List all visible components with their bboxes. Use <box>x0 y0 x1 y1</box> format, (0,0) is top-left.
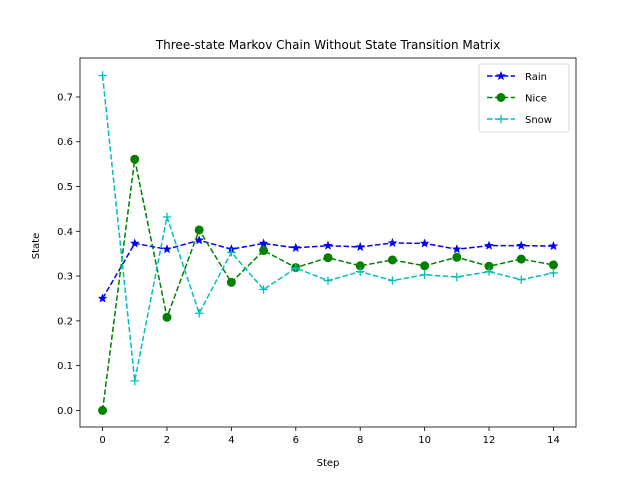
data-point-rain <box>548 241 559 251</box>
y-tick-label: 0.0 <box>57 406 73 417</box>
data-point-snow <box>420 270 429 279</box>
y-tick-label: 0.2 <box>57 316 73 327</box>
data-point-rain <box>291 242 301 252</box>
data-point-rain <box>97 293 108 303</box>
data-point-nice <box>130 154 140 164</box>
data-point-snow <box>356 267 365 276</box>
axes-frame <box>79 57 577 428</box>
data-point-snow <box>194 309 204 318</box>
data-point-nice <box>516 254 526 264</box>
data-point-nice <box>548 260 558 270</box>
legend-marker-snow <box>496 114 506 124</box>
data-point-nice <box>98 405 108 415</box>
legend-marker-rain <box>496 70 506 81</box>
data-point-rain <box>355 241 365 252</box>
y-tick-label: 0.5 <box>57 182 73 193</box>
data-point-snow <box>98 71 107 80</box>
data-point-rain <box>419 238 430 248</box>
data-point-nice <box>452 252 462 262</box>
x-tick-label: 0 <box>99 435 105 446</box>
data-point-snow <box>484 267 494 276</box>
legend-label-nice: Nice <box>525 94 547 105</box>
x-tick-label: 10 <box>418 435 431 446</box>
x-tick-label: 14 <box>547 435 560 446</box>
data-point-snow <box>291 263 300 273</box>
y-tick-label: 0.7 <box>57 92 73 103</box>
data-point-snow <box>517 275 526 284</box>
data-point-snow <box>259 285 268 294</box>
data-point-rain <box>516 240 527 250</box>
data-point-rain <box>162 244 172 254</box>
data-point-nice <box>259 246 269 256</box>
data-point-nice <box>226 277 236 287</box>
data-point-snow <box>549 268 558 278</box>
y-tick-label: 0.3 <box>57 272 73 283</box>
data-point-snow <box>388 276 397 285</box>
data-point-rain <box>323 240 333 250</box>
data-point-rain <box>387 237 398 248</box>
data-point-snow <box>323 276 333 285</box>
y-tick-label: 0.1 <box>57 361 73 372</box>
legend-label-rain: Rain <box>525 72 547 83</box>
data-point-nice <box>194 225 204 235</box>
x-tick-label: 6 <box>293 435 299 446</box>
data-point-snow <box>162 212 172 222</box>
x-tick-label: 4 <box>228 435 234 446</box>
data-point-rain <box>484 240 494 250</box>
data-point-rain <box>452 244 462 254</box>
data-point-nice <box>162 312 172 322</box>
x-tick-label: 12 <box>483 435 496 446</box>
chart-title: Three-state Markov Chain Without State T… <box>155 38 500 52</box>
data-point-rain <box>129 238 140 248</box>
x-tick-label: 2 <box>164 435 170 446</box>
data-point-snow <box>227 248 236 257</box>
y-axis-label: State <box>31 233 42 259</box>
data-point-nice <box>420 261 430 271</box>
legend: Rain Nice Snow <box>478 63 570 133</box>
legend-marker-nice <box>496 93 506 103</box>
y-tick-label: 0.4 <box>57 227 73 238</box>
legend-label-snow: Snow <box>525 115 552 126</box>
data-point-snow <box>130 376 139 386</box>
data-point-nice <box>323 253 333 263</box>
data-point-rain <box>258 238 269 248</box>
x-tick-label: 8 <box>357 435 363 446</box>
plot-area: 0 2 4 6 8 10 12 14 0.0 0.1 0.2 0.3 0.4 0.5 0.6 0.7 <box>57 57 577 446</box>
x-axis-label: Step <box>317 458 340 469</box>
data-point-snow <box>452 272 462 282</box>
y-tick-label: 0.6 <box>57 137 73 148</box>
data-point-nice <box>387 255 397 265</box>
